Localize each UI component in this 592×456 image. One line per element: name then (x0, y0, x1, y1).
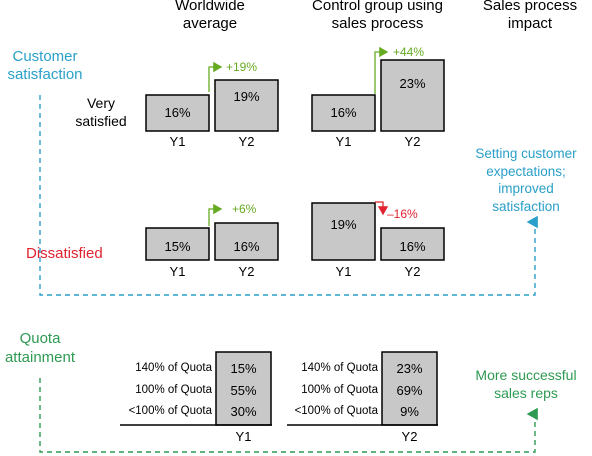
header-control: Control group using sales process (290, 0, 465, 33)
ds-control-change: –16% (387, 207, 418, 221)
header-worldwide-line2: average (182, 15, 238, 32)
ds-worldwide-y1-box (145, 227, 210, 261)
ds-control-y1-box (311, 202, 376, 261)
quota-impact-line2: sales reps (494, 385, 558, 401)
quota-control-value-100: 69% (396, 383, 423, 398)
quota-worldwide-value-140: 15% (230, 361, 257, 376)
vs-control-y2-value: 23% (399, 76, 426, 91)
header-control-line1: Control group using (312, 0, 443, 14)
quota-control-value-140: 23% (396, 361, 423, 376)
quota-control-row-under100: <100% of Quota (294, 405, 378, 417)
quota-control-row-140: 140% of Quota (301, 362, 378, 374)
ds-worldwide-y1-value: 15% (164, 239, 191, 254)
quota-impact-line1: More successful (475, 367, 577, 383)
vs-control-y1-value: 16% (330, 105, 357, 120)
quota-control-row-100: 100% of Quota (301, 384, 378, 396)
vs-control-change-arrow (374, 46, 389, 94)
quota-worldwide-row-140: 140% of Quota (135, 362, 212, 374)
vs-worldwide-y1-box (145, 94, 210, 132)
ds-control-y1-value: 19% (330, 217, 357, 232)
quota-attainment-line2: attainment (4, 349, 76, 366)
very-satisfied-label: Very satisfied (64, 94, 138, 130)
quota-worldwide-row-under100: <100% of Quota (128, 405, 212, 417)
very-satisfied-line2: satisfied (75, 113, 127, 129)
quota-impact-text: More successful sales reps (464, 366, 588, 402)
quota-worldwide-row-100: 100% of Quota (135, 384, 212, 396)
ds-worldwide-y2-box (214, 222, 279, 261)
header-worldwide: Worldwide average (155, 0, 265, 33)
customer-satisfaction-label: Customer satisfaction (4, 48, 86, 84)
ds-control-y2-box (380, 227, 445, 261)
vs-worldwide-y1-axis: Y1 (169, 134, 186, 149)
ds-control-y1-axis: Y1 (335, 264, 352, 279)
vs-worldwide-y2-value: 19% (233, 89, 260, 104)
customer-satisfaction-line2: satisfaction (7, 66, 83, 83)
header-impact-line1: Sales process (482, 0, 578, 14)
header-worldwide-line1: Worldwide (175, 0, 245, 14)
very-satisfied-line1: Very (86, 95, 115, 111)
vs-control-change: +44% (393, 45, 425, 59)
header-impact-line2: impact (507, 15, 553, 32)
vs-control-y2-box (380, 59, 445, 132)
dissatisfied-label: Dissatisfied (26, 245, 103, 262)
satisfaction-impact-connector (39, 95, 538, 296)
vs-control-y2-axis: Y2 (404, 134, 421, 149)
satisfaction-impact-line1: Setting customer (475, 146, 577, 161)
ds-control-y2-value: 16% (399, 239, 426, 254)
vs-worldwide-y2-axis: Y2 (238, 134, 255, 149)
quota-control-value-under100: 9% (400, 404, 419, 419)
vs-worldwide-y1-value: 16% (164, 105, 191, 120)
quota-worldwide-axis: Y1 (235, 429, 252, 444)
ds-worldwide-y2-value: 16% (233, 239, 260, 254)
header-impact: Sales process impact (470, 0, 590, 33)
quota-control-box (381, 351, 438, 426)
customer-satisfaction-line1: Customer (12, 48, 78, 65)
vs-control-y1-axis: Y1 (335, 134, 352, 149)
quota-attainment-line1: Quota (19, 330, 61, 347)
satisfaction-impact-line2: expectations; (486, 163, 566, 179)
ds-worldwide-y1-axis: Y1 (169, 264, 186, 279)
vs-worldwide-y2-box (214, 79, 279, 132)
ds-worldwide-change-arrow (208, 203, 223, 226)
ds-worldwide-change: +6% (232, 202, 257, 216)
ds-worldwide-y2-axis: Y2 (238, 264, 255, 279)
satisfaction-impact-line3: improved (498, 181, 554, 196)
quota-worldwide-box (215, 351, 272, 426)
quota-worldwide-value-under100: 30% (230, 404, 257, 419)
satisfaction-impact-text: Setting customer expectations; improved … (462, 145, 590, 215)
quota-attainment-label: Quota attainment (0, 329, 80, 367)
quota-worldwide-value-100: 55% (230, 383, 257, 398)
ds-control-change-arrow (375, 201, 389, 216)
satisfaction-impact-line4: satisfaction (492, 198, 560, 214)
header-control-line2: sales process (331, 15, 424, 32)
quota-control-axis: Y2 (401, 429, 418, 444)
vs-worldwide-change-arrow (208, 61, 223, 92)
vs-worldwide-change: +19% (226, 60, 258, 74)
vs-control-y1-box (311, 94, 376, 132)
ds-control-y2-axis: Y2 (404, 264, 421, 279)
quota-impact-connector (39, 378, 538, 453)
